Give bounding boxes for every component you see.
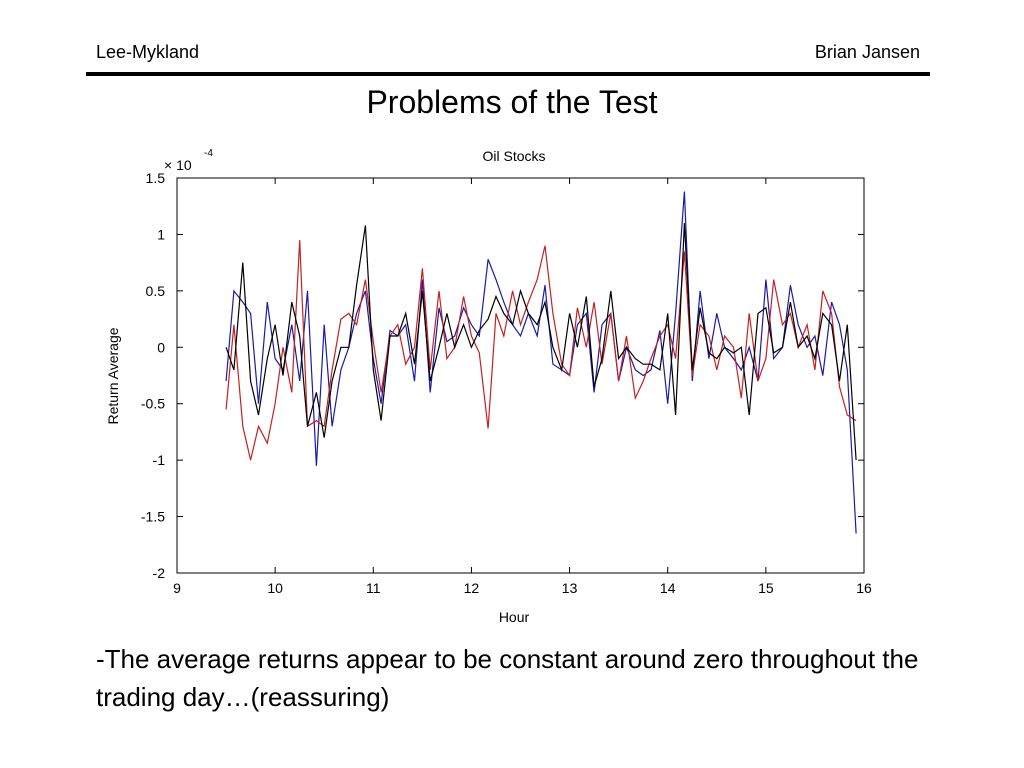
x-axis-label: Hour [499,609,530,625]
y-tick-label: -1.5 [141,509,165,525]
y-tick-label: -2 [153,565,166,581]
header-right: Brian Jansen [814,42,920,62]
y-tick-label: -1 [153,452,166,468]
x-tick-label: 15 [758,580,774,596]
y-tick-label: -0.5 [141,396,165,412]
y-axis-label: Return Average [105,327,121,424]
series-line-blue [225,191,857,534]
header-left: Lee-Mykland [96,42,200,62]
plot-area [176,177,865,574]
x-tick-label: 13 [562,580,578,596]
bullet-text: -The average returns appear to be consta… [96,644,919,712]
y-tick-label: 1.5 [146,170,166,186]
oil-stocks-chart: Oil Stocks Hour Return Average × 10 -4 9… [105,148,872,625]
x-tick-label: 10 [267,580,283,596]
chart-title: Oil Stocks [482,148,545,164]
x-tick-label: 11 [366,580,381,596]
exponent-label: × 10 [164,157,192,173]
x-tick-label: 9 [173,580,181,596]
y-tick-label: 0 [157,339,165,355]
exponent-power: -4 [204,148,213,159]
x-tick-label: 16 [856,580,872,596]
series-line-black [225,223,857,461]
header-rule [86,72,930,76]
series-line-red [225,240,857,461]
y-tick-label: 1 [157,226,165,242]
slide-title: Problems of the Test [366,84,658,120]
x-tick-label: 14 [660,580,676,596]
y-tick-label: 0.5 [146,283,166,299]
x-tick-label: 12 [464,580,480,596]
